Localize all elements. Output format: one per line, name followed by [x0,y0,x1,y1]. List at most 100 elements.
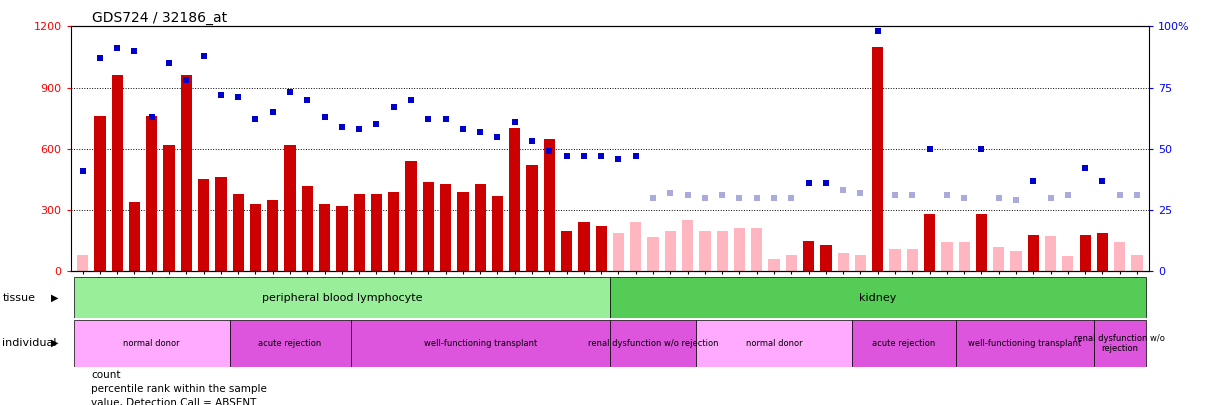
Point [782,194,801,201]
Point [765,194,784,201]
Bar [232,194,244,271]
Bar [838,253,849,271]
Point [418,116,438,123]
Bar [647,237,659,271]
Bar [1097,232,1108,271]
Bar [249,204,261,271]
Point [246,116,265,123]
Bar [1114,242,1125,271]
Text: well-functioning transplant: well-functioning transplant [423,339,536,348]
Bar [803,241,815,271]
Point [159,60,179,66]
Point [107,45,126,51]
Bar [1045,236,1057,271]
Bar [181,75,192,271]
Bar [609,277,1145,318]
Bar [491,196,503,271]
Bar [852,320,956,367]
Point [696,194,715,201]
Point [609,156,629,162]
Text: tissue: tissue [2,293,35,303]
Bar [665,230,676,271]
Bar [975,214,987,271]
Text: individual: individual [2,338,57,348]
Bar [889,249,901,271]
Point [799,180,818,186]
Bar [388,192,399,271]
Point [885,192,905,198]
Point [281,89,300,96]
Text: acute rejection: acute rejection [872,339,935,348]
Bar [699,230,710,271]
Text: normal donor: normal donor [745,339,803,348]
Point [713,192,732,198]
Bar [855,255,866,271]
Text: acute rejection: acute rejection [259,339,322,348]
Point [367,121,387,128]
Point [384,104,404,111]
Bar [872,47,883,271]
Bar [77,255,89,271]
Text: renal dysfunction w/o rejection: renal dysfunction w/o rejection [587,339,719,348]
Bar [924,214,935,271]
Text: ▶: ▶ [51,338,58,348]
Point [435,116,455,123]
Point [454,126,473,132]
Point [349,126,368,132]
Point [919,145,939,152]
Bar [697,320,852,367]
Point [574,153,593,160]
Point [955,194,974,201]
Point [938,192,957,198]
Point [730,194,749,201]
Text: kidney: kidney [858,293,896,303]
Text: percentile rank within the sample: percentile rank within the sample [91,384,268,394]
Bar [956,320,1094,367]
Text: ▶: ▶ [51,293,58,303]
Bar [474,183,486,271]
Bar [74,277,609,318]
Point [851,190,871,196]
Bar [993,247,1004,271]
Text: GDS724 / 32186_at: GDS724 / 32186_at [92,11,227,25]
Bar [907,249,918,271]
Point [1041,194,1060,201]
Point [660,190,680,196]
Bar [129,202,140,271]
Point [1058,192,1077,198]
Bar [769,259,779,271]
Bar [440,183,451,271]
Bar [1010,251,1021,271]
Point [747,194,766,201]
Bar [198,179,209,271]
Bar [609,320,697,367]
Bar [215,177,226,271]
Point [73,168,92,174]
Point [972,145,991,152]
Text: normal donor: normal donor [124,339,180,348]
Bar [510,128,520,271]
Point [263,109,282,115]
Text: well-functioning transplant: well-functioning transplant [968,339,1081,348]
Point [523,138,542,145]
Point [1007,197,1026,204]
Point [1024,177,1043,184]
Point [315,114,334,120]
Point [193,53,213,59]
Bar [941,242,952,271]
Point [540,148,559,155]
Point [471,128,490,135]
Bar [112,75,123,271]
Point [332,124,351,130]
Bar [74,320,230,367]
Point [626,153,646,160]
Bar [821,245,832,271]
Point [212,92,231,98]
Bar [613,232,624,271]
Point [298,96,317,103]
Point [1127,192,1147,198]
Point [1075,165,1094,172]
Bar [95,116,106,271]
Bar [146,116,157,271]
Text: peripheral blood lymphocyte: peripheral blood lymphocyte [261,293,422,303]
